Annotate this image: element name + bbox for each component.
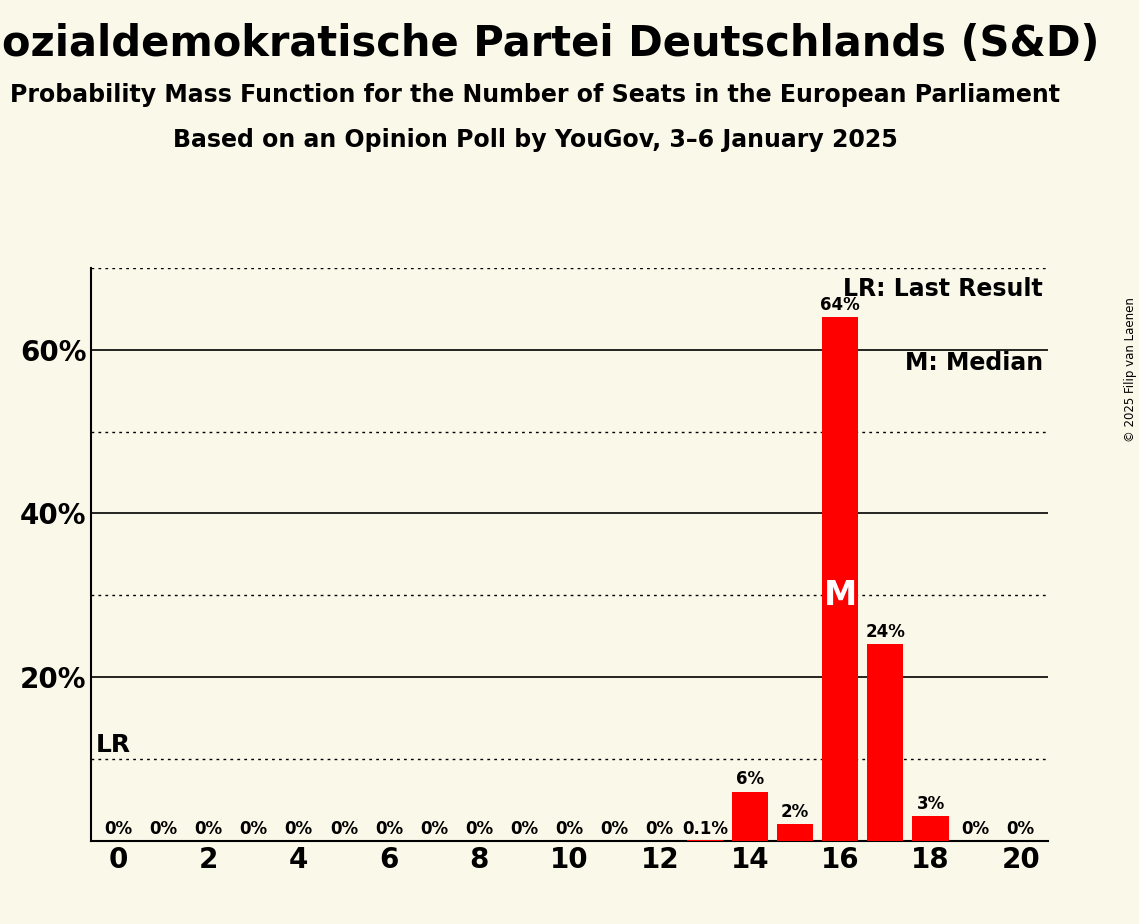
Text: 0%: 0% <box>556 820 583 837</box>
Text: © 2025 Filip van Laenen: © 2025 Filip van Laenen <box>1124 298 1137 442</box>
Text: 0%: 0% <box>600 820 629 837</box>
Text: 3%: 3% <box>917 795 944 813</box>
Text: 0%: 0% <box>510 820 539 837</box>
Bar <box>868 644 903 841</box>
Bar <box>822 317 859 841</box>
Text: Based on an Opinion Poll by YouGov, 3–6 January 2025: Based on an Opinion Poll by YouGov, 3–6 … <box>173 128 898 152</box>
Text: 0%: 0% <box>961 820 990 837</box>
Text: 0%: 0% <box>104 820 132 837</box>
Text: M: M <box>823 578 857 612</box>
Text: 0%: 0% <box>1007 820 1035 837</box>
Text: 6%: 6% <box>736 771 764 788</box>
Bar <box>777 824 813 841</box>
Text: 24%: 24% <box>866 623 906 641</box>
Text: Sozialdemokratische Partei Deutschlands (S&D): Sozialdemokratische Partei Deutschlands … <box>0 23 1099 65</box>
Text: 0%: 0% <box>420 820 448 837</box>
Text: 0%: 0% <box>149 820 178 837</box>
Text: 0.1%: 0.1% <box>682 820 728 837</box>
Text: 0%: 0% <box>239 820 268 837</box>
Text: 0%: 0% <box>285 820 313 837</box>
Text: 0%: 0% <box>195 820 222 837</box>
Text: 0%: 0% <box>330 820 358 837</box>
Text: LR: LR <box>96 733 131 757</box>
Bar <box>912 816 949 841</box>
Text: 64%: 64% <box>820 296 860 314</box>
Text: 0%: 0% <box>646 820 674 837</box>
Text: 0%: 0% <box>465 820 493 837</box>
Text: M: Median: M: Median <box>906 351 1043 375</box>
Text: Probability Mass Function for the Number of Seats in the European Parliament: Probability Mass Function for the Number… <box>10 83 1060 107</box>
Text: 2%: 2% <box>781 803 810 821</box>
Text: 0%: 0% <box>375 820 403 837</box>
Bar <box>732 792 768 841</box>
Text: LR: Last Result: LR: Last Result <box>843 276 1043 300</box>
